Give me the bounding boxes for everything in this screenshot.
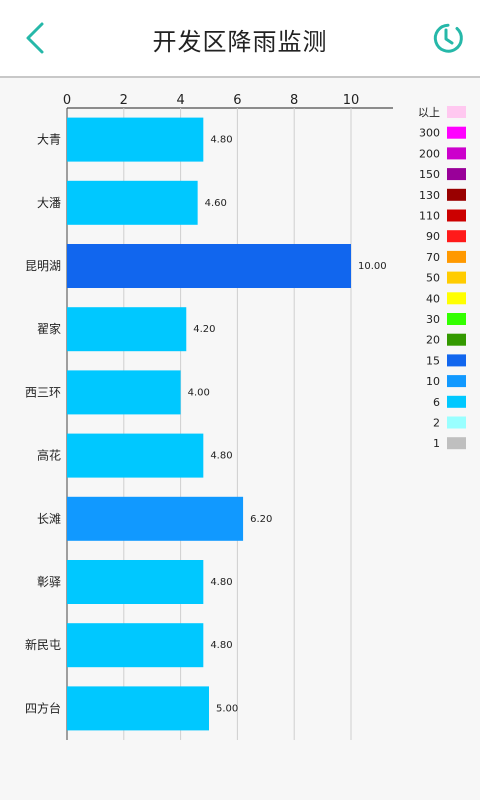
x-tick-label: 10 xyxy=(343,93,360,108)
legend-swatch xyxy=(447,395,466,408)
bar xyxy=(67,433,204,478)
legend-label: 130 xyxy=(419,189,440,202)
bar xyxy=(67,496,244,541)
legend-label: 1 xyxy=(433,437,440,450)
legend-label: 70 xyxy=(426,251,440,264)
legend-swatch xyxy=(447,209,466,222)
x-tick-label: 0 xyxy=(63,93,71,108)
legend-swatch xyxy=(447,106,466,118)
bar xyxy=(67,244,351,288)
bar xyxy=(67,560,204,604)
legend-label: 300 xyxy=(419,127,440,140)
legend-label: 20 xyxy=(426,334,440,347)
legend-swatch xyxy=(447,375,466,388)
category-label: 翟家 xyxy=(37,321,61,336)
value-label: 4.80 xyxy=(210,640,232,651)
x-tick-label: 4 xyxy=(176,93,184,108)
legend-swatch xyxy=(447,313,466,325)
bar xyxy=(67,117,204,162)
legend-label: 40 xyxy=(426,292,440,305)
x-tick-label: 8 xyxy=(290,93,298,108)
legend-label: 30 xyxy=(426,313,440,326)
bar xyxy=(67,686,209,731)
value-label: 4.60 xyxy=(205,198,227,209)
legend-swatch xyxy=(447,292,466,305)
category-label: 高花 xyxy=(37,448,61,463)
legend-swatch xyxy=(447,416,466,429)
category-label: 昆明湖 xyxy=(25,258,61,273)
value-label: 4.20 xyxy=(193,324,215,335)
category-label: 四方台 xyxy=(25,700,61,715)
legend-swatch xyxy=(447,354,466,367)
legend-swatch xyxy=(447,147,466,160)
legend-label: 200 xyxy=(419,147,440,160)
legend-label: 90 xyxy=(426,230,440,243)
bar xyxy=(67,307,187,352)
legend-label: 2 xyxy=(433,417,440,430)
legend-swatch xyxy=(447,168,466,181)
value-label: 10.00 xyxy=(358,261,387,272)
legend-swatch xyxy=(447,188,466,201)
category-label: 彰驿 xyxy=(37,574,61,589)
rainfall-bar-chart: 0 2 4 6 8 10 大青 4.80 大潘 4.60 昆明湖 10.00 翟家 4.20 西三环 4.00… xyxy=(25,93,466,740)
legend-label: 以上 xyxy=(418,106,440,119)
clock-history-icon xyxy=(433,23,463,53)
value-label: 4.80 xyxy=(210,451,232,462)
legend-label: 150 xyxy=(419,168,440,181)
legend-swatch xyxy=(447,333,466,346)
legend-swatch xyxy=(447,126,466,139)
page-title: 开发区降雨监测 xyxy=(152,28,328,56)
bar xyxy=(67,370,181,415)
value-label: 4.80 xyxy=(210,135,232,146)
legend-swatch xyxy=(447,230,466,243)
x-tick-label: 6 xyxy=(233,93,241,108)
back-button[interactable] xyxy=(18,20,54,56)
value-label: 5.00 xyxy=(216,703,238,714)
history-button[interactable] xyxy=(428,20,464,56)
category-label: 新民屯 xyxy=(25,637,61,652)
value-label: 4.00 xyxy=(188,387,210,398)
bar xyxy=(67,180,198,225)
category-label: 西三环 xyxy=(25,385,61,399)
category-label: 长滩 xyxy=(37,512,61,526)
value-label: 6.20 xyxy=(250,514,272,525)
category-label: 大青 xyxy=(37,133,61,147)
app-header: 开发区降雨监测 xyxy=(0,0,480,78)
legend-swatch xyxy=(447,250,466,263)
legend-label: 15 xyxy=(426,354,440,367)
legend-label: 6 xyxy=(433,396,440,409)
legend-label: 110 xyxy=(419,210,440,223)
chevron-left-icon xyxy=(26,22,44,54)
x-tick-label: 2 xyxy=(120,93,128,108)
legend-swatch xyxy=(447,437,466,450)
legend-label: 50 xyxy=(426,272,440,285)
category-label: 大潘 xyxy=(37,196,61,210)
value-label: 4.80 xyxy=(210,577,232,588)
bar xyxy=(67,623,204,668)
legend-swatch xyxy=(447,271,466,284)
legend-label: 10 xyxy=(426,375,440,388)
